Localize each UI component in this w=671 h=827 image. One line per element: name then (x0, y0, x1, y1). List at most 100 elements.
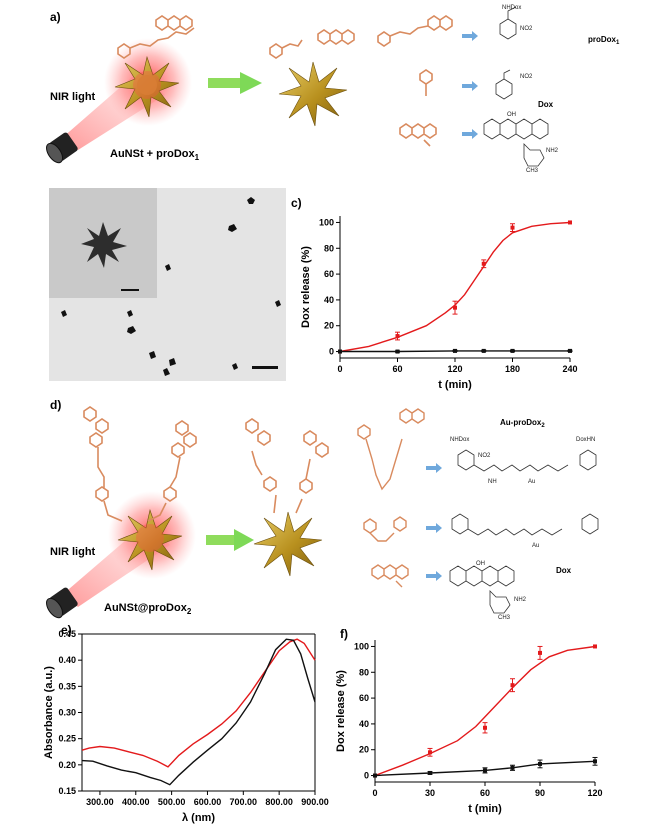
x-tick-label: 900.00 (301, 797, 329, 807)
data-point-red (538, 650, 542, 655)
panel-label-d: d) (50, 398, 62, 412)
chem-label-no2: NO2 (520, 26, 533, 32)
y-tick-label: 20 (359, 745, 369, 755)
laser-device-icon-d (46, 587, 78, 619)
au-prodox2-structure (457, 449, 597, 472)
panel-label-a: a) (50, 10, 61, 24)
linker-chain-mid-d (245, 418, 329, 514)
chart-e: 300.00 400.00 500.00 600.00 700.00 800.00 900.… (43, 629, 329, 824)
data-point-red (428, 750, 432, 755)
green-arrow-d (206, 529, 254, 551)
series-line-black (340, 350, 570, 353)
caption-a: AuNSt + proDox1 (110, 148, 200, 162)
chem-label-no2-b: NO2 (520, 74, 533, 80)
data-point-red (395, 334, 400, 339)
scheme-a-illustration: NHDox NO2 NO2 OH NH2 CH3 proDox1 Dox NIR… (46, 5, 620, 174)
chem-label-doxhn-d: DoxHN (576, 437, 595, 443)
data-point-black (510, 348, 515, 353)
data-point-black (510, 765, 515, 770)
x-tick-label: 0 (372, 788, 377, 798)
x-axis-label: λ (nm) (182, 812, 215, 824)
chem-label-nh2-d: NH2 (514, 597, 527, 603)
chart-f: 0 30 60 90 120 0 20 40 60 80 100 t (min) Dox release… (335, 640, 603, 815)
data-point-black (481, 348, 486, 353)
blue-arrow-d3 (426, 571, 442, 581)
chart-c: 0 60 120 180 240 0 20 40 60 80 100 t (min) Dox relea… (300, 216, 578, 391)
x-tick-label: 60 (392, 364, 402, 374)
panel-label-c: c) (291, 196, 302, 210)
y-tick-label: 0.20 (58, 760, 76, 770)
chem-label-oh-d: OH (476, 561, 485, 567)
dox-structure-d (449, 565, 515, 614)
y-tick-label: 20 (324, 321, 334, 331)
data-point-red (593, 644, 597, 649)
blue-arrow-d2 (426, 523, 442, 533)
gold-nanostar-d-released-icon (253, 511, 323, 577)
x-tick-label: 400.00 (122, 797, 150, 807)
chem-label-oh: OH (507, 112, 516, 118)
y-axis-label: Absorbance (a.u.) (43, 666, 55, 759)
released-fragment-3 (377, 15, 453, 47)
caption-d: AuNSt@proDox2 (104, 602, 192, 616)
series-line-red (339, 221, 571, 353)
x-axis-label: t (min) (438, 379, 472, 391)
blue-arrow-d1 (426, 463, 442, 473)
linker-dialdehyde-structure (451, 513, 599, 536)
y-tick-label: 0.35 (58, 681, 76, 691)
data-point-red (510, 225, 515, 230)
data-point-black (338, 349, 342, 354)
panel-label-f: f) (340, 627, 348, 641)
x-axis-label: t (min) (468, 803, 502, 815)
x-tick-label: 700.00 (230, 797, 258, 807)
data-point-black (593, 759, 597, 764)
linker-chain-left-d (83, 406, 123, 522)
series-line-red (374, 645, 596, 777)
released-fragment-d1 (357, 408, 425, 491)
chem-label-nh2: NH2 (546, 148, 559, 154)
series-line-black (374, 760, 596, 777)
au-prodox2-label: Au-proDox2 (500, 418, 545, 429)
dox-label-d: Dox (556, 566, 572, 575)
x-tick-label: 240 (562, 364, 577, 374)
y-tick-label: 0 (364, 771, 369, 781)
y-tick-label: 0.45 (58, 629, 76, 639)
y-tick-label: 0.30 (58, 708, 76, 718)
y-tick-label: 0.40 (58, 655, 76, 665)
chem-label-nhdox: NHDox (502, 5, 521, 11)
linker-chain-right-d (147, 420, 197, 522)
data-point-black (453, 348, 457, 353)
nir-light-label-a: NIR light (50, 91, 96, 103)
x-tick-label: 30 (425, 788, 435, 798)
gold-nanostar-icon (114, 55, 180, 118)
tem-particles (61, 197, 281, 376)
x-tick-label: 800.00 (265, 797, 293, 807)
data-point-black (568, 348, 572, 353)
chem-label-ch3-d: CH3 (498, 615, 511, 621)
data-point-black (483, 768, 487, 773)
x-tick-label: 120 (447, 364, 462, 374)
data-point-red (510, 683, 515, 688)
series-line-black (81, 638, 316, 786)
data-point-black (373, 773, 377, 778)
y-tick-label: 80 (324, 243, 334, 253)
released-fragment-d3 (371, 564, 409, 588)
chem-label-ch3: CH3 (526, 168, 539, 174)
data-point-black (538, 761, 542, 766)
nir-light-label-d: NIR light (50, 546, 96, 558)
data-point-red (453, 305, 457, 310)
data-point-red (481, 261, 486, 266)
laser-device-icon (46, 132, 78, 164)
gold-nanostar-d-icon (117, 508, 183, 571)
released-fragment-1 (269, 39, 303, 59)
y-tick-label: 100 (319, 217, 334, 227)
chem-label-au-d2: Au (532, 543, 539, 549)
tem-inset (49, 188, 157, 298)
green-arrow-a (208, 72, 262, 94)
x-tick-label: 60 (480, 788, 490, 798)
y-tick-label: 0 (329, 347, 334, 357)
x-tick-label: 180 (505, 364, 520, 374)
data-point-black (428, 770, 432, 775)
released-fragment-4 (419, 69, 433, 96)
y-axis-label: Dox release (%) (300, 246, 312, 328)
x-tick-label: 0 (337, 364, 342, 374)
